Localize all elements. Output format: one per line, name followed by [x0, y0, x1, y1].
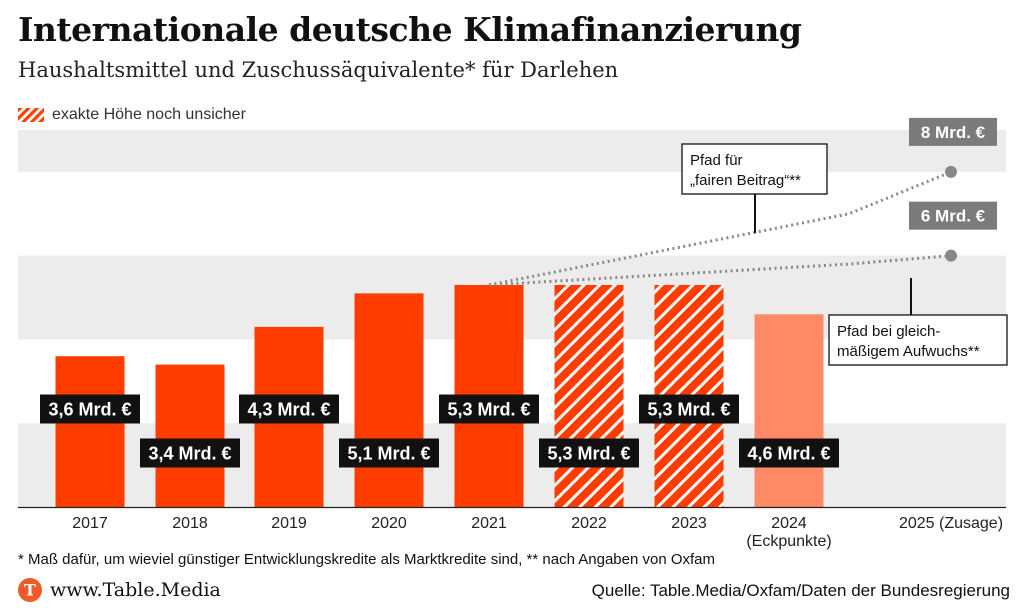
path-line-1 — [488, 170, 952, 287]
svg-text:3,4 Mrd. €: 3,4 Mrd. € — [148, 444, 231, 464]
value-label-2023: 5,3 Mrd. € — [639, 394, 739, 424]
chart-subtitle: Haushaltsmittel und Zuschussäquivalente*… — [18, 58, 619, 82]
path-line-2 — [488, 254, 952, 287]
bar-2018 — [155, 364, 225, 507]
svg-text:3,6 Mrd. €: 3,6 Mrd. € — [48, 400, 131, 420]
bar-2019 — [254, 326, 324, 507]
value-label-2021: 5,3 Mrd. € — [439, 394, 539, 424]
value-label-2019: 4,3 Mrd. € — [239, 394, 339, 424]
tick-label-2018: 2018 — [172, 515, 208, 532]
svg-text:T: T — [24, 581, 36, 600]
svg-text:8 Mrd. €: 8 Mrd. € — [921, 123, 986, 142]
tick-label-2020: 2020 — [371, 515, 407, 532]
value-label-2018: 3,4 Mrd. € — [140, 438, 240, 468]
bar-2024 — [754, 314, 824, 507]
grid-band — [18, 255, 1006, 340]
legend-label: exakte Höhe noch unsicher — [52, 106, 246, 123]
svg-text:5,3 Mrd. €: 5,3 Mrd. € — [647, 400, 730, 420]
tick-label-2021: 2021 — [471, 515, 507, 532]
value-label-2017: 3,6 Mrd. € — [40, 394, 140, 424]
brand-url[interactable]: www.Table.Media — [50, 579, 221, 601]
tick-label-2022: 2022 — [571, 515, 607, 532]
tick-label-2023: 2023 — [671, 515, 707, 532]
source-credit: Quelle: Table.Media/Oxfam/Daten der Bund… — [591, 581, 1010, 600]
value-label-2020: 5,1 Mrd. € — [339, 438, 439, 468]
grid-band — [18, 130, 1006, 172]
bar-2021 — [454, 284, 524, 507]
svg-text:„fairen Beitrag“**: „fairen Beitrag“** — [690, 172, 801, 189]
svg-text:5,3 Mrd. €: 5,3 Mrd. € — [447, 400, 530, 420]
brand: T www.Table.Media — [18, 577, 221, 603]
svg-text:5,3 Mrd. €: 5,3 Mrd. € — [547, 444, 630, 464]
value-label-2022: 5,3 Mrd. € — [539, 438, 639, 468]
tick-label-2024: 2024 — [771, 515, 807, 532]
annotation-2: Pfad bei gleich-mäßigem Aufwuchs** — [828, 278, 1008, 366]
svg-text:Pfad für: Pfad für — [690, 152, 743, 169]
table-media-logo-icon: T — [18, 578, 42, 602]
tick-label-2019: 2019 — [271, 515, 307, 532]
grid-band — [18, 423, 1006, 507]
svg-text:mäßigem Aufwuchs**: mäßigem Aufwuchs** — [837, 343, 980, 360]
tick-label-2017: 2017 — [72, 515, 108, 532]
path-endpoint-1 — [945, 165, 957, 178]
tick-sublabel-2024: (Eckpunkte) — [746, 533, 831, 550]
hatched-swatch-icon — [18, 108, 44, 122]
tick-label-2025 (Zusage): 2025 (Zusage) — [899, 515, 1003, 532]
svg-text:6 Mrd. €: 6 Mrd. € — [921, 207, 986, 226]
svg-text:4,3 Mrd. €: 4,3 Mrd. € — [247, 400, 330, 420]
path-end-label-1: 8 Mrd. € — [909, 117, 997, 146]
chart-title: Internationale deutsche Klimafinanzierun… — [18, 10, 802, 49]
svg-text:5,1 Mrd. €: 5,1 Mrd. € — [347, 444, 430, 464]
footnote: * Maß dafür, um wieviel günstiger Entwic… — [18, 551, 716, 568]
path-end-label-2: 6 Mrd. € — [909, 201, 997, 230]
annotation-1: Pfad für „fairen Beitrag“** — [681, 143, 828, 233]
bar-2022 — [554, 284, 624, 507]
bar-2020 — [354, 293, 424, 507]
svg-text:4,6 Mrd. €: 4,6 Mrd. € — [747, 444, 830, 464]
svg-text:Pfad bei gleich-: Pfad bei gleich- — [837, 323, 940, 340]
legend: exakte Höhe noch unsicher — [18, 104, 246, 126]
path-endpoint-2 — [945, 249, 957, 262]
bar-2017 — [55, 356, 125, 507]
value-label-2024: 4,6 Mrd. € — [739, 438, 839, 468]
bar-2023 — [654, 284, 724, 507]
